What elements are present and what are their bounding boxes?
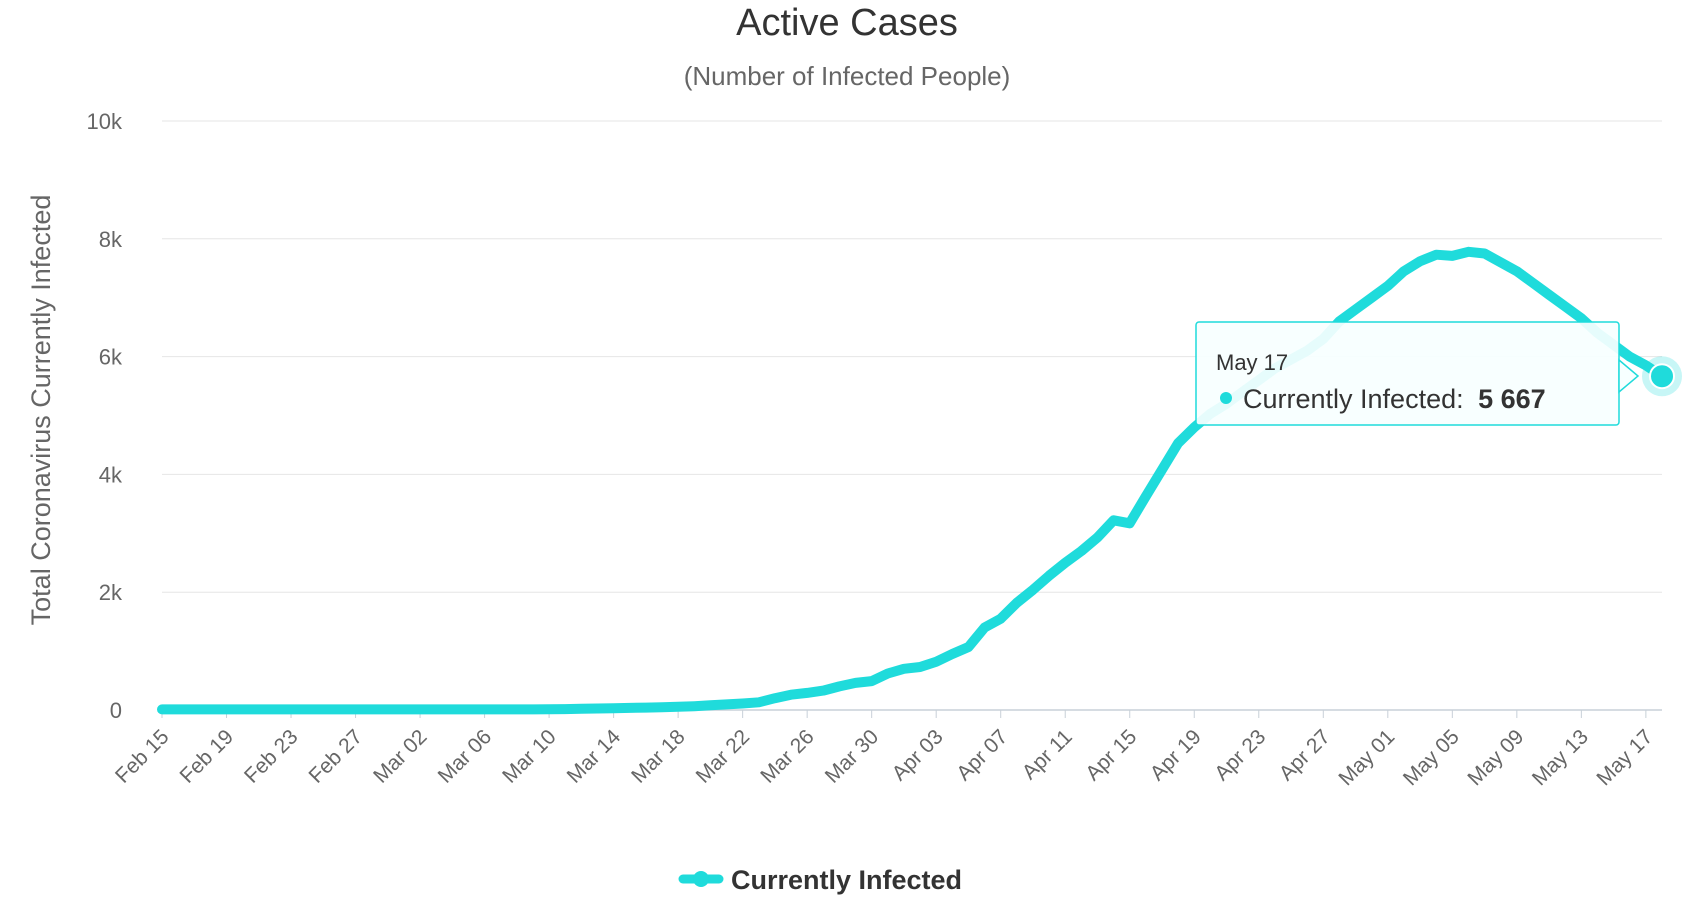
x-tick-label: Mar 22 [692, 725, 754, 787]
x-tick-label: Mar 02 [369, 725, 431, 787]
x-tick-label: Apr 07 [952, 725, 1012, 785]
x-tick-label: Mar 18 [627, 725, 689, 787]
x-tick-label: Feb 27 [305, 725, 368, 788]
tooltip-series-dot [1220, 392, 1232, 404]
x-tick-label: Apr 19 [1146, 725, 1206, 785]
y-tick-label: 6k [99, 345, 123, 370]
x-tick-label: Apr 15 [1081, 725, 1141, 785]
y-tick-label: 0 [110, 698, 122, 723]
x-tick-label: May 05 [1399, 725, 1464, 790]
x-tick-label: May 13 [1528, 725, 1593, 790]
x-tick-label: Mar 26 [756, 725, 818, 787]
y-tick-label: 10k [87, 109, 123, 134]
hover-point-marker[interactable] [1649, 363, 1675, 390]
legend-label[interactable]: Currently Infected [731, 865, 962, 895]
x-tick-label: Mar 30 [821, 725, 883, 787]
tooltip-series-label: Currently Infected: [1243, 384, 1464, 414]
series-group [157, 246, 1682, 715]
chart-subtitle: (Number of Infected People) [684, 61, 1011, 91]
x-tick-label: Apr 27 [1275, 725, 1335, 785]
x-tick-label: Feb 23 [240, 725, 303, 788]
legend[interactable]: Currently Infected [678, 865, 962, 895]
tooltip: May 17 Currently Infected: 5 667 [1195, 321, 1640, 426]
x-tick-label: Mar 10 [498, 725, 560, 787]
chart-title: Active Cases [736, 2, 958, 44]
tooltip-value: 5 667 [1478, 384, 1546, 414]
legend-marker-icon [693, 871, 709, 887]
x-tick-label: Feb 19 [176, 725, 239, 788]
series-line-currently-infected[interactable] [157, 246, 1667, 715]
y-tick-label: 2k [99, 580, 123, 605]
x-tick-label: May 01 [1334, 725, 1399, 790]
x-tick-label: Apr 03 [888, 725, 948, 785]
x-tick-label: Apr 11 [1018, 725, 1077, 784]
tooltip-pointer [1618, 358, 1640, 394]
x-tick-label: May 09 [1463, 725, 1528, 790]
tooltip-date: May 17 [1216, 350, 1288, 375]
tooltip-content: Currently Infected: 5 667 [1243, 384, 1546, 414]
y-tick-label: 4k [99, 462, 123, 487]
x-tick-label: Mar 14 [563, 725, 626, 788]
x-tick-label: Feb 15 [111, 725, 174, 788]
y-tick-label: 8k [99, 227, 123, 252]
gridlines [162, 120, 1662, 711]
x-tick-label: May 17 [1592, 725, 1657, 790]
x-tick-label: Apr 23 [1210, 725, 1270, 785]
x-axis-ticks: Feb 15 Feb 19 Feb 23 Feb 27 Mar 02 Mar 06 Mar … [111, 710, 1657, 790]
y-axis-label: Total Coronavirus Currently Infected [26, 195, 56, 626]
x-tick-label: Mar 06 [434, 725, 496, 787]
y-axis-ticks: 0 2k 4k 6k 8k 10k [87, 109, 123, 723]
